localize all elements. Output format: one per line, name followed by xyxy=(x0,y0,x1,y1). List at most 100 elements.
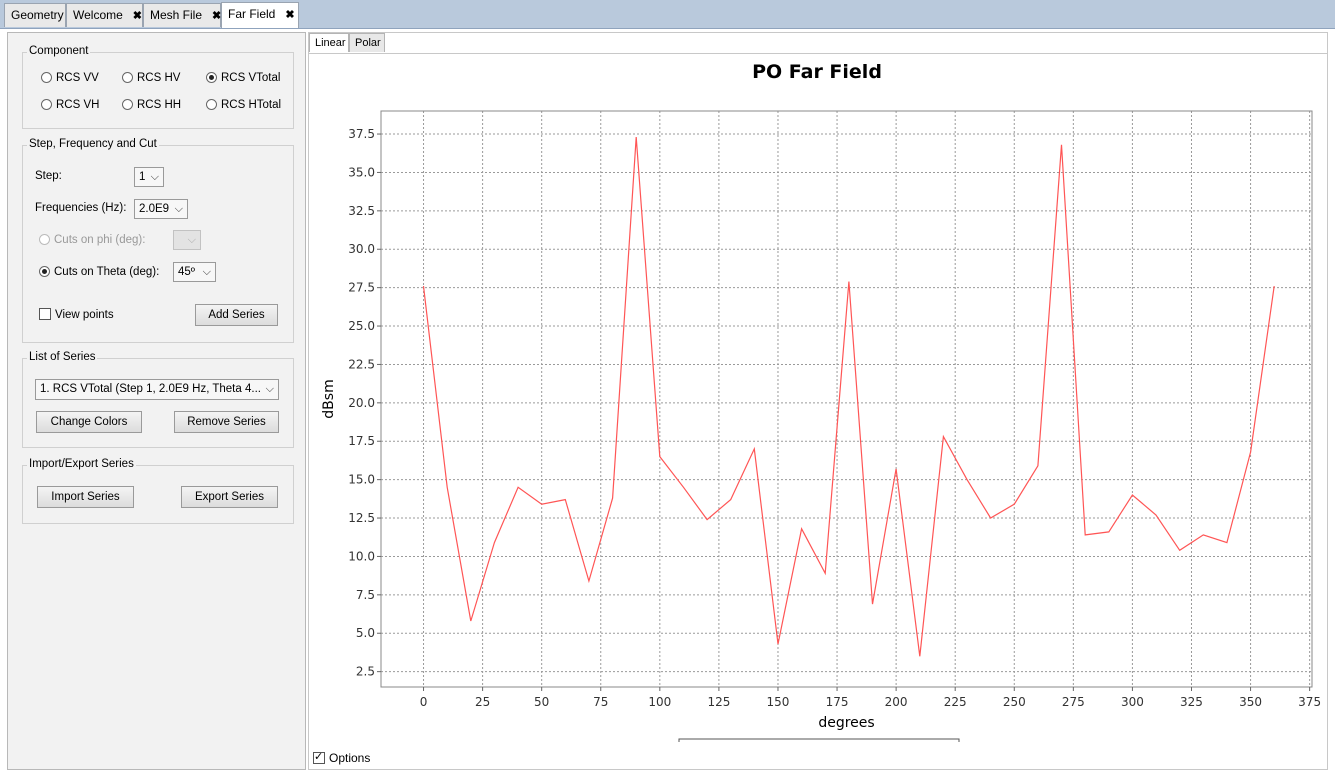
data-point[interactable] xyxy=(682,486,685,489)
x-tick-label: 325 xyxy=(1180,695,1203,709)
close-icon[interactable]: ✖ xyxy=(285,9,295,21)
radio-button-icon[interactable] xyxy=(41,72,52,83)
data-point[interactable] xyxy=(1178,549,1181,552)
linear-plot-area: PO Far Field 0 25 50 75 100 125 150 175 200 225 25… xyxy=(309,53,1327,760)
frequency-select[interactable]: 2.0E9 ⌵ xyxy=(134,199,188,219)
data-point[interactable] xyxy=(587,579,590,582)
tab-polar[interactable]: Polar xyxy=(349,33,385,52)
export-series-button[interactable]: Export Series xyxy=(181,486,278,508)
cuts-on-theta-label: Cuts on Theta (deg): xyxy=(54,266,160,278)
data-point[interactable] xyxy=(847,280,850,283)
radio-cuts-on-theta[interactable]: Cuts on Theta (deg): xyxy=(39,266,159,278)
radio-button-selected-icon[interactable] xyxy=(39,266,50,277)
data-point[interactable] xyxy=(658,455,661,458)
radio-rcs-htotal[interactable]: RCS HTotal xyxy=(206,99,281,111)
data-point[interactable] xyxy=(895,467,898,470)
radio-cuts-on-phi[interactable]: Cuts on phi (deg): xyxy=(39,234,145,246)
radio-rcs-vtotal[interactable]: RCS VTotal xyxy=(206,72,280,84)
y-tick-label: 22.5 xyxy=(348,357,375,371)
radio-rcs-vh[interactable]: RCS VH xyxy=(41,99,99,111)
radio-button-icon[interactable] xyxy=(206,99,217,110)
y-tick-label: 15.0 xyxy=(348,473,375,487)
tab-far-field[interactable]: Far Field ✖ xyxy=(221,2,299,28)
data-point[interactable] xyxy=(776,642,779,645)
data-point[interactable] xyxy=(1107,530,1110,533)
data-point[interactable] xyxy=(989,516,992,519)
data-point[interactable] xyxy=(1202,533,1205,536)
data-point[interactable] xyxy=(871,602,874,605)
data-point[interactable] xyxy=(918,655,921,658)
tab-mesh-file[interactable]: Mesh File ✖ xyxy=(143,3,221,27)
chart-title: PO Far Field xyxy=(752,61,882,83)
data-point[interactable] xyxy=(635,136,638,139)
data-point[interactable] xyxy=(1084,533,1087,536)
data-point[interactable] xyxy=(1131,493,1134,496)
data-point[interactable] xyxy=(540,503,543,506)
import-series-label: Import Series xyxy=(51,491,120,503)
data-point[interactable] xyxy=(824,572,827,575)
phi-select[interactable]: ⌵ xyxy=(173,230,201,250)
change-colors-button[interactable]: Change Colors xyxy=(36,411,142,433)
series-line[interactable] xyxy=(422,137,1275,657)
chevron-down-icon: ⌵ xyxy=(265,383,274,395)
data-point[interactable] xyxy=(1273,285,1276,288)
data-point[interactable] xyxy=(493,541,496,544)
close-icon[interactable]: ✖ xyxy=(212,10,222,22)
y-axis-ticks: 2.5 5.0 7.5 10.0 12.5 15.0 17.5 20.0 22.5 25.0 27.… xyxy=(348,127,381,679)
data-point[interactable] xyxy=(422,285,425,288)
radio-button-selected-icon[interactable] xyxy=(206,72,217,83)
tab-welcome[interactable]: Welcome ✖ xyxy=(66,3,143,27)
remove-series-button[interactable]: Remove Series xyxy=(174,411,279,433)
data-point[interactable] xyxy=(1013,503,1016,506)
editor-tab-bar: Geometry Welcome ✖ Mesh File ✖ Far Field ✖ xyxy=(0,0,1335,29)
radio-rcs-hv[interactable]: RCS HV xyxy=(122,72,180,84)
data-point[interactable] xyxy=(516,486,519,489)
data-point[interactable] xyxy=(1154,513,1157,516)
export-series-label: Export Series xyxy=(194,491,265,503)
tab-linear[interactable]: Linear xyxy=(309,33,349,52)
data-point[interactable] xyxy=(705,518,708,521)
add-series-button[interactable]: Add Series xyxy=(195,304,278,326)
step-select[interactable]: 1 ⌵ xyxy=(134,167,164,187)
view-points-checkbox[interactable]: View points xyxy=(39,308,114,321)
far-field-chart[interactable]: PO Far Field 0 25 50 75 100 125 150 175 200 225 25… xyxy=(309,54,1327,760)
y-tick-label: 32.5 xyxy=(348,204,375,218)
data-point[interactable] xyxy=(564,498,567,501)
radio-label: RCS VTotal xyxy=(221,72,281,84)
checkbox-icon[interactable] xyxy=(39,308,51,320)
import-series-button[interactable]: Import Series xyxy=(37,486,134,508)
y-tick-label: 12.5 xyxy=(348,511,375,525)
data-point[interactable] xyxy=(611,496,614,499)
options-checkbox[interactable]: Options xyxy=(313,750,370,765)
x-tick-label: 0 xyxy=(420,695,428,709)
data-point[interactable] xyxy=(1225,541,1228,544)
data-point[interactable] xyxy=(729,498,732,501)
radio-rcs-vv[interactable]: RCS VV xyxy=(41,72,99,84)
data-point[interactable] xyxy=(469,619,472,622)
radio-rcs-hh[interactable]: RCS HH xyxy=(122,99,181,111)
data-point[interactable] xyxy=(1036,464,1039,467)
radio-button-disabled-icon[interactable] xyxy=(39,234,50,245)
step-label: Step: xyxy=(35,170,62,182)
checkbox-checked-icon[interactable] xyxy=(313,750,325,764)
radio-button-icon[interactable] xyxy=(122,72,133,83)
chevron-down-icon: ⌵ xyxy=(187,234,196,246)
data-point[interactable] xyxy=(800,527,803,530)
data-point[interactable] xyxy=(1060,143,1063,146)
data-point[interactable] xyxy=(965,478,968,481)
close-icon[interactable]: ✖ xyxy=(132,10,143,22)
radio-label: RCS VH xyxy=(56,99,100,111)
data-point[interactable] xyxy=(1249,450,1252,453)
data-point[interactable] xyxy=(446,486,449,489)
radio-button-icon[interactable] xyxy=(122,99,133,110)
theta-select[interactable]: 45º ⌵ xyxy=(173,262,216,282)
data-point[interactable] xyxy=(753,447,756,450)
chevron-down-icon: ⌵ xyxy=(174,203,183,215)
far-field-settings-panel: Component RCS VV RCS HV RCS VTotal RCS V… xyxy=(7,32,306,770)
series-select[interactable]: 1. RCS VTotal (Step 1, 2.0E9 Hz, Theta 4… xyxy=(35,379,279,400)
data-point[interactable] xyxy=(942,435,945,438)
radio-button-icon[interactable] xyxy=(41,99,52,110)
chart-legend[interactable]: 1. RCS VTotal (Step 1, 2.0E9 Hz, Theta 4… xyxy=(678,738,960,760)
tab-geometry[interactable]: Geometry xyxy=(4,3,66,27)
x-axis-label: degrees xyxy=(818,715,874,731)
